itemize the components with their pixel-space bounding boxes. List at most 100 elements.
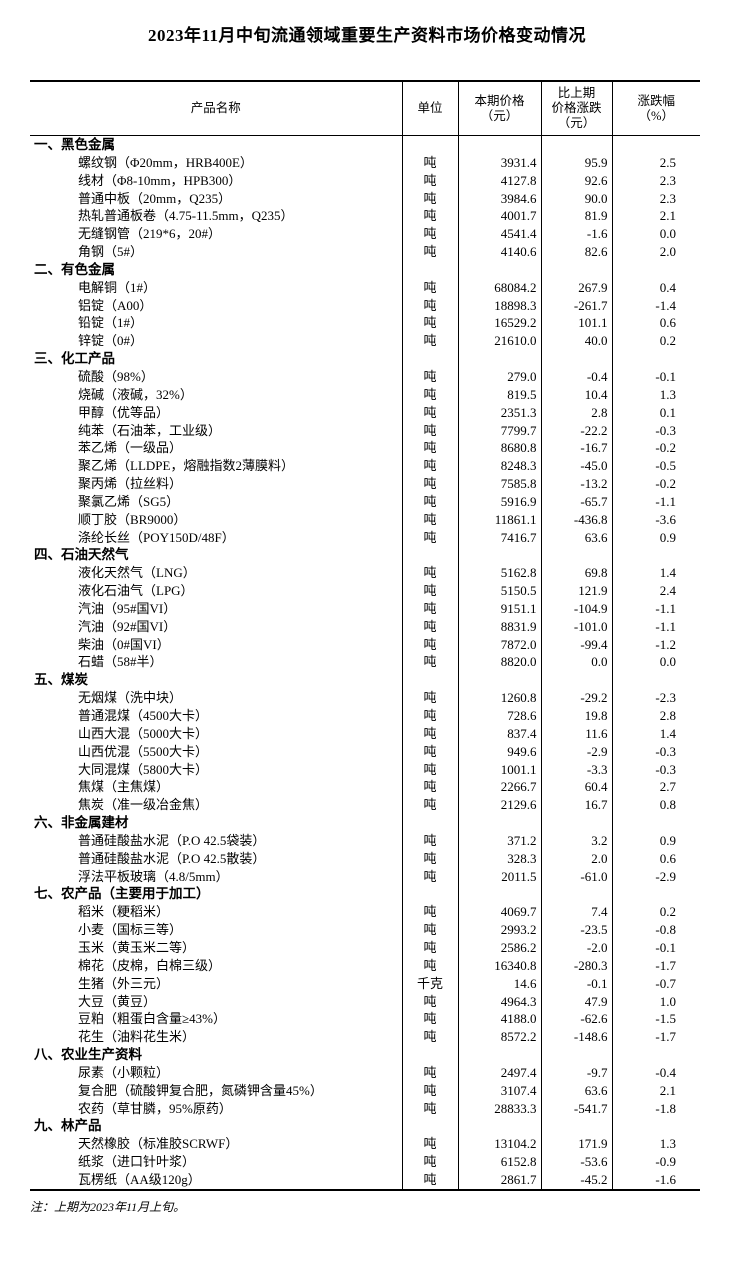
footnote: 注：上期为2023年11月上旬。 [30,1199,186,1214]
empty-cell [401,1117,458,1136]
change-percent-cell: -0.3 [611,760,700,779]
current-price-cell: 5916.9 [457,492,541,511]
product-name-cell: 尿素（小颗粒） [78,1064,170,1080]
unit-cell: 吨 [401,278,458,297]
current-price-cell: 371.2 [457,831,541,850]
current-price-cell: 279.0 [457,367,541,386]
product-name-cell: 浮法平板玻璃（4.8/5mm） [78,868,229,884]
unit-cell: 吨 [401,207,458,226]
empty-cell [401,814,458,832]
price-change-cell: -22.2 [540,421,612,440]
empty-cell [401,350,458,368]
header-price-change: 比上期 价格涨跌 （元） [540,81,612,136]
unit-cell: 吨 [401,796,458,815]
product-name-cell: 甲醇（优等品） [78,404,170,420]
empty-cell [540,135,612,154]
price-change-cell: -436.8 [540,510,612,529]
price-change-cell: 81.9 [540,207,612,226]
table-row: 锌锭（0#） 吨 21610.0 40.0 0.2 [30,332,700,351]
price-change-cell: -29.2 [540,689,612,707]
change-percent-cell: -0.2 [611,475,700,493]
change-percent-cell: -0.4 [611,1063,700,1082]
product-name-cell: 农药（草甘膦，95%原药） [78,1100,232,1116]
section-row: 五、煤炭 [30,671,700,690]
empty-cell [457,1046,541,1064]
price-change-cell: 16.7 [540,796,612,815]
current-price-cell: 8680.8 [457,439,541,458]
price-change-cell: -1.6 [540,225,612,244]
unit-cell: 吨 [401,831,458,850]
table-row: 铝锭（A00） 吨 18898.3 -261.7 -1.4 [30,296,700,315]
price-change-cell: -0.1 [540,974,612,993]
unit-cell: 吨 [401,243,458,261]
change-percent-cell: -0.8 [611,921,700,939]
current-price-cell: 4964.3 [457,992,541,1011]
current-price-cell: 2586.2 [457,938,541,957]
current-price-cell: 3984.6 [457,189,541,208]
price-change-cell: 2.0 [540,849,612,868]
unit-cell: 吨 [401,1028,458,1047]
change-percent-cell: -0.7 [611,974,700,993]
change-percent-cell: 0.0 [611,653,700,672]
table-row: 稻米（粳稻米） 吨 4069.7 7.4 0.2 [30,903,700,922]
price-change-cell: 95.9 [540,153,612,172]
price-change-cell: 101.1 [540,314,612,333]
price-change-cell: -541.7 [540,1099,612,1118]
price-change-cell: 10.4 [540,385,612,404]
unit-cell: 吨 [401,1081,458,1100]
unit-cell: 吨 [401,457,458,476]
current-price-cell: 7872.0 [457,635,541,654]
current-price-cell: 2497.4 [457,1063,541,1082]
current-price-cell: 16529.2 [457,314,541,333]
empty-cell [540,350,612,368]
current-price-cell: 16340.8 [457,956,541,975]
price-change-cell: -99.4 [540,635,612,654]
unit-cell: 吨 [401,510,458,529]
empty-cell [611,546,700,565]
unit-cell: 吨 [401,332,458,351]
price-change-cell: 2.8 [540,403,612,422]
empty-cell [457,350,541,368]
price-change-cell: -101.0 [540,617,612,636]
current-price-cell: 4140.6 [457,243,541,261]
current-price-cell: 5162.8 [457,564,541,583]
current-price-cell: 21610.0 [457,332,541,351]
unit-cell: 吨 [401,1099,458,1118]
current-price-cell: 9151.1 [457,599,541,618]
change-percent-cell: 0.1 [611,403,700,422]
price-change-cell: 60.4 [540,778,612,797]
current-price-cell: 4188.0 [457,1010,541,1029]
table-row: 硫酸（98%） 吨 279.0 -0.4 -0.1 [30,367,700,386]
table-row: 天然橡胶（标准胶SCRWF） 吨 13104.2 171.9 1.3 [30,1135,700,1154]
change-percent-cell: -1.1 [611,492,700,511]
price-change-cell: -3.3 [540,760,612,779]
unit-cell: 吨 [401,1153,458,1171]
change-percent-cell: 2.8 [611,707,700,725]
product-name-cell: 大同混煤（5800大卡） [78,761,209,777]
table-row: 铅锭（1#） 吨 16529.2 101.1 0.6 [30,314,700,333]
empty-cell [611,1046,700,1064]
change-percent-cell: 0.8 [611,796,700,815]
current-price-cell: 328.3 [457,849,541,868]
price-change-cell: -104.9 [540,599,612,618]
product-name-cell: 柴油（0#国VI） [78,636,170,652]
current-price-cell: 11861.1 [457,510,541,529]
table-row: 豆粕（粗蛋白含量≥43%） 吨 4188.0 -62.6 -1.5 [30,1010,700,1029]
product-name-cell: 棉花（皮棉，白棉三级） [78,957,222,973]
price-change-cell: -45.2 [540,1170,612,1190]
section-name: 八、农业生产资料 [34,1047,142,1063]
current-price-cell: 2993.2 [457,921,541,939]
table-row: 无烟煤（洗中块） 吨 1260.8 -29.2 -2.3 [30,689,700,707]
table-row: 柴油（0#国VI） 吨 7872.0 -99.4 -1.2 [30,635,700,654]
empty-cell [611,885,700,904]
table-row: 浮法平板玻璃（4.8/5mm） 吨 2011.5 -61.0 -2.9 [30,867,700,886]
change-percent-cell: 2.1 [611,1081,700,1100]
table-row: 大豆（黄豆） 吨 4964.3 47.9 1.0 [30,992,700,1011]
unit-cell: 吨 [401,171,458,190]
empty-cell [401,135,458,154]
empty-cell [611,135,700,154]
change-percent-cell: -1.2 [611,635,700,654]
empty-cell [611,1117,700,1136]
empty-cell [611,260,700,279]
empty-cell [457,1117,541,1136]
